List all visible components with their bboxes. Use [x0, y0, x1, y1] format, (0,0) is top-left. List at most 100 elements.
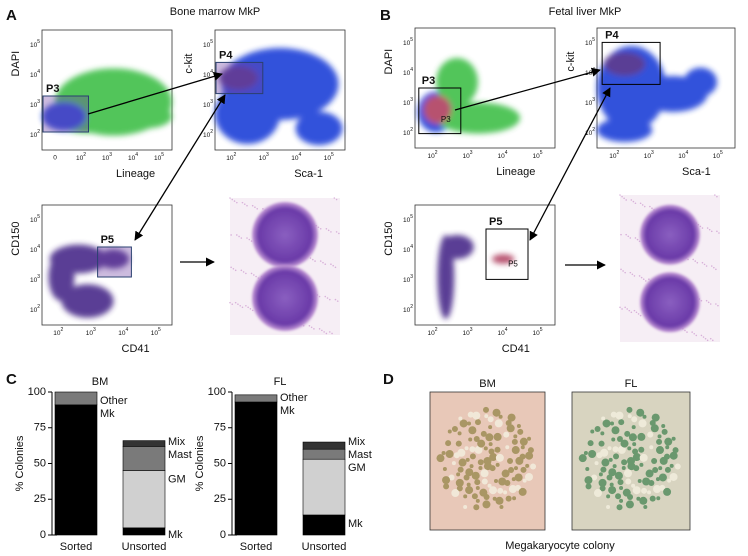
- colony-cell: [613, 453, 620, 460]
- y-axis-label: % Colonies: [194, 435, 206, 491]
- colony-cell: [598, 472, 603, 477]
- x-axis-label: CD41: [122, 343, 150, 355]
- speckle: [705, 265, 708, 267]
- tick-base: 10: [30, 42, 38, 49]
- colony-cell: [469, 464, 474, 469]
- bar-segment: [302, 514, 346, 536]
- colony-cell: [606, 504, 611, 509]
- colony-cell: [492, 496, 497, 501]
- colony-cell: [619, 498, 624, 503]
- speckle: [334, 266, 337, 269]
- y-tick-label: 25: [34, 493, 46, 505]
- colony-cell: [511, 477, 516, 482]
- tick-label: 103: [30, 99, 40, 108]
- speckle: [237, 303, 239, 306]
- cell-cloud: [48, 253, 75, 301]
- speckle: [630, 311, 633, 314]
- speckle: [323, 331, 325, 333]
- speckle: [331, 332, 333, 335]
- colony-cell: [464, 446, 469, 451]
- colony-cell: [495, 496, 504, 505]
- y-axis-label: c-kit: [565, 52, 577, 72]
- tick-exponent: 2: [592, 127, 595, 133]
- speckle: [236, 234, 238, 236]
- colony-cell: [484, 414, 489, 419]
- speckle: [630, 199, 633, 201]
- colony-cell: [585, 467, 590, 472]
- colony-cell: [598, 440, 605, 447]
- tick-label: 103: [30, 274, 40, 283]
- image-label: FL: [625, 378, 638, 390]
- tick-exponent: 2: [83, 152, 86, 158]
- speckle: [253, 274, 255, 276]
- colony-cell: [631, 425, 636, 430]
- y-tick-label: 25: [214, 493, 226, 505]
- tick-label: 103: [86, 327, 96, 336]
- tick-exponent: 3: [592, 97, 595, 103]
- colony-cell: [628, 433, 637, 442]
- bar-segment: [122, 470, 166, 529]
- tick-label: 104: [497, 150, 507, 159]
- colony-cell: [667, 478, 672, 483]
- tick-exponent: 3: [470, 150, 473, 156]
- tick-exponent: 5: [720, 150, 723, 156]
- colony-cell: [467, 411, 474, 418]
- y-tick-label: 75: [34, 422, 46, 434]
- speckle: [710, 265, 713, 267]
- colony-cell: [617, 479, 624, 486]
- tick-base: 10: [259, 155, 267, 162]
- colony-cell: [494, 446, 501, 453]
- bar-segment: [122, 446, 166, 471]
- panel-letter: B: [380, 7, 391, 24]
- colony-cell: [637, 479, 642, 484]
- colony-cell: [598, 478, 607, 487]
- tick-exponent: 4: [298, 152, 301, 158]
- colony-cell: [650, 424, 659, 433]
- y-tick-label: 100: [208, 386, 226, 398]
- arrow: [529, 87, 611, 241]
- tick-label: 105: [532, 327, 542, 336]
- speckle: [229, 301, 231, 304]
- speckle: [648, 278, 650, 281]
- colony-cell: [474, 479, 481, 486]
- tick-base: 10: [585, 40, 593, 47]
- colony-cell: [473, 435, 480, 442]
- colony-cell: [477, 459, 484, 466]
- segment-label: GM: [348, 462, 366, 474]
- colony-cell: [612, 464, 617, 469]
- speckle: [696, 261, 699, 264]
- colony-cell: [514, 473, 523, 482]
- colony-cell: [489, 465, 496, 472]
- colony-cell: [584, 476, 593, 485]
- tick-label: 105: [403, 214, 413, 223]
- colony-cell: [520, 445, 525, 450]
- speckle: [248, 238, 251, 241]
- speckle: [250, 240, 253, 242]
- tick-exponent: 5: [331, 152, 334, 158]
- speckle: [324, 263, 327, 265]
- colony-cell: [463, 504, 468, 509]
- colony-cell: [483, 457, 492, 465]
- speckle: [686, 331, 688, 333]
- tick-label: 104: [291, 152, 301, 161]
- gate: [418, 87, 462, 135]
- colony-cell: [469, 453, 476, 460]
- speckle: [643, 205, 646, 208]
- tick-label: 103: [102, 152, 112, 161]
- segment-label: Mast: [348, 449, 372, 461]
- arrow: [87, 71, 223, 115]
- colony-cell: [637, 432, 646, 441]
- speckle: [242, 271, 245, 273]
- gate: [485, 228, 529, 280]
- tick-label: 104: [497, 327, 507, 336]
- tick-label: 103: [462, 327, 472, 336]
- speckle: [631, 273, 634, 276]
- colony-cell: [632, 453, 641, 462]
- colony-cell: [506, 424, 515, 433]
- tick-base: 10: [497, 153, 505, 160]
- colony-cell: [656, 496, 661, 501]
- speckle: [619, 194, 621, 196]
- speckle: [254, 206, 256, 209]
- tick-label: 104: [403, 244, 413, 253]
- speckle: [328, 331, 331, 333]
